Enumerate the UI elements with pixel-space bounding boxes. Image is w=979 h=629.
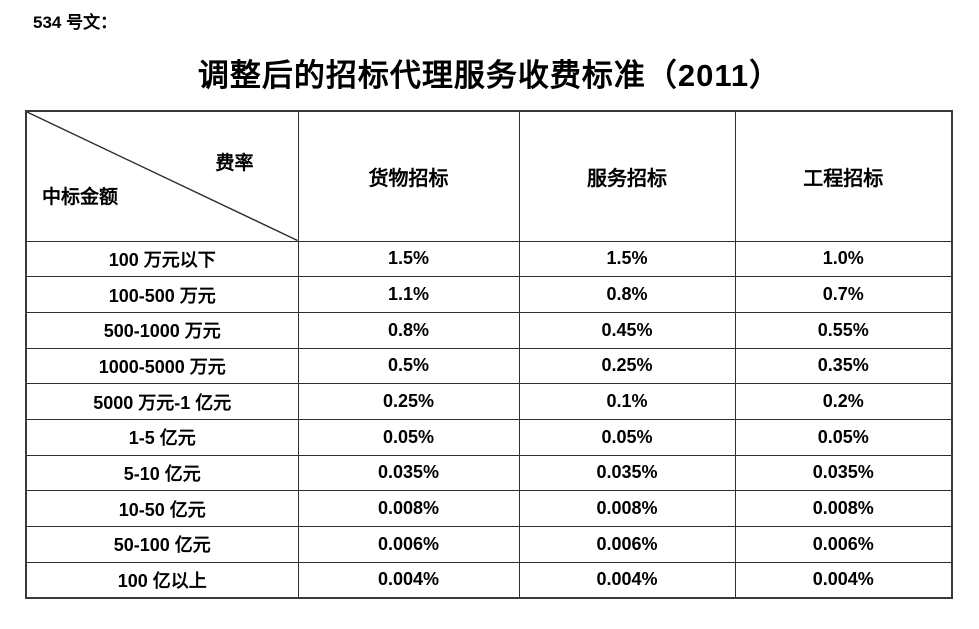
rate-cell: 0.55% (734, 311, 953, 349)
table-row: 50-100 亿元 0.006% 0.006% 0.006% (25, 526, 953, 563)
amount-cell: 1000-5000 万元 (25, 347, 299, 385)
rate-cell: 0.004% (297, 561, 520, 599)
table-row: 5000 万元-1 亿元 0.25% 0.1% 0.2% (25, 383, 953, 420)
rate-cell: 1.5% (297, 240, 520, 278)
rate-cell: 0.45% (518, 311, 736, 349)
column-header-services: 服务招标 (518, 110, 736, 242)
rate-cell: 0.8% (297, 311, 520, 349)
corner-label-rate: 费率 (215, 153, 254, 174)
table-header-row: 费率 中标金额 货物招标 服务招标 工程招标 (25, 110, 953, 242)
amount-cell: 1-5 亿元 (25, 418, 299, 456)
amount-cell: 50-100 亿元 (25, 526, 299, 563)
rate-cell: 0.008% (297, 490, 520, 527)
amount-cell: 10-50 亿元 (25, 490, 299, 527)
table-row: 100 亿以上 0.004% 0.004% 0.004% (25, 561, 953, 599)
rate-cell: 0.004% (518, 561, 736, 599)
rate-cell: 0.05% (297, 418, 520, 456)
corner-label-amount: 中标金额 (42, 187, 119, 208)
rate-cell: 0.35% (734, 347, 953, 385)
table-row: 100 万元以下 1.5% 1.5% 1.0% (25, 240, 953, 278)
rate-cell: 0.035% (518, 454, 736, 492)
fee-standard-table: 费率 中标金额 货物招标 服务招标 工程招标 100 万元以下 1.5% 1.5… (25, 110, 953, 599)
table-row: 5-10 亿元 0.035% 0.035% 0.035% (25, 454, 953, 492)
rate-cell: 0.25% (297, 383, 520, 420)
table-row: 500-1000 万元 0.8% 0.45% 0.55% (25, 311, 953, 349)
rate-cell: 0.008% (734, 490, 953, 527)
table-row: 100-500 万元 1.1% 0.8% 0.7% (25, 276, 953, 313)
column-header-goods: 货物招标 (297, 110, 520, 242)
rate-cell: 0.8% (518, 276, 736, 313)
rate-cell: 0.006% (297, 526, 520, 563)
rate-cell: 0.7% (734, 276, 953, 313)
rate-cell: 0.2% (734, 383, 953, 420)
rate-cell: 0.05% (518, 418, 736, 456)
rate-cell: 0.004% (734, 561, 953, 599)
rate-cell: 0.05% (734, 418, 953, 456)
amount-cell: 500-1000 万元 (25, 311, 299, 349)
rate-cell: 0.035% (734, 454, 953, 492)
rate-cell: 0.1% (518, 383, 736, 420)
rate-cell: 1.0% (734, 240, 953, 278)
table-row: 10-50 亿元 0.008% 0.008% 0.008% (25, 490, 953, 527)
amount-cell: 100 万元以下 (25, 240, 299, 278)
rate-cell: 1.1% (297, 276, 520, 313)
rate-cell: 1.5% (518, 240, 736, 278)
doc-number-label: 534 号文： (33, 13, 118, 32)
rate-cell: 0.006% (518, 526, 736, 563)
amount-cell: 100 亿以上 (25, 561, 299, 599)
amount-cell: 5-10 亿元 (25, 454, 299, 492)
rate-cell: 0.5% (297, 347, 520, 385)
rate-cell: 0.035% (297, 454, 520, 492)
diagonal-corner-cell: 费率 中标金额 (25, 110, 299, 242)
diagonal-divider-line (27, 112, 298, 241)
amount-cell: 5000 万元-1 亿元 (25, 383, 299, 420)
rate-cell: 0.008% (518, 490, 736, 527)
page-title: 调整后的招标代理服务收费标准（2011） (197, 58, 782, 93)
column-header-works: 工程招标 (734, 110, 953, 242)
amount-cell: 100-500 万元 (25, 276, 299, 313)
rate-cell: 0.006% (734, 526, 953, 563)
table-row: 1-5 亿元 0.05% 0.05% 0.05% (25, 418, 953, 456)
rate-cell: 0.25% (518, 347, 736, 385)
table-row: 1000-5000 万元 0.5% 0.25% 0.35% (25, 347, 953, 385)
